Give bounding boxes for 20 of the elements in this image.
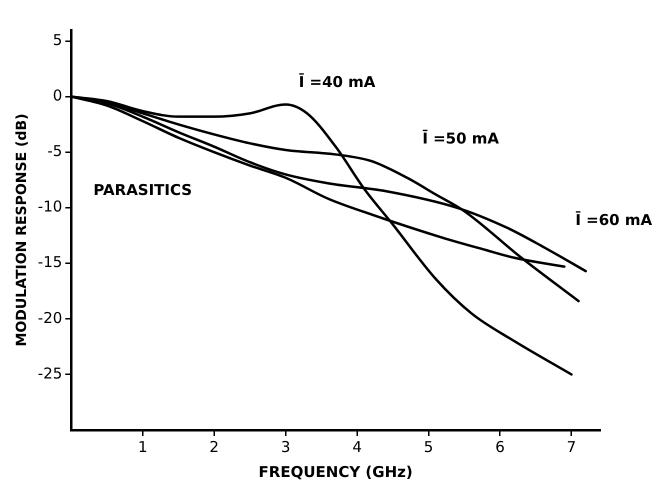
y-tick-label: 5 xyxy=(52,31,62,49)
x-tick-label: 6 xyxy=(495,438,505,456)
y-tick-label: -15 xyxy=(38,253,62,272)
x-tick-label: 7 xyxy=(566,438,576,456)
x-tick-label: 1 xyxy=(138,438,148,456)
text: Ī =60 mA xyxy=(575,211,652,229)
text: Ī =50 mA xyxy=(422,129,500,148)
y-tick-label: 0 xyxy=(52,86,62,105)
series-label: Ī =40 mA xyxy=(298,73,376,92)
y-tick-label: -25 xyxy=(38,364,62,382)
x-tick-label: 2 xyxy=(209,438,219,456)
x-tick-label: 4 xyxy=(352,438,362,456)
x-tick-label: 5 xyxy=(424,438,434,456)
y-tick-label: -20 xyxy=(38,308,62,327)
x-tick-label: 3 xyxy=(280,438,290,456)
x-axis-title: FREQUENCY (GHz) xyxy=(258,462,413,481)
y-tick-label: -10 xyxy=(38,198,62,216)
y-axis-title: MODULATION RESPONSE (dB) xyxy=(14,113,30,347)
y-tick-label: -5 xyxy=(47,142,62,160)
text: PARASITICS xyxy=(93,181,192,199)
